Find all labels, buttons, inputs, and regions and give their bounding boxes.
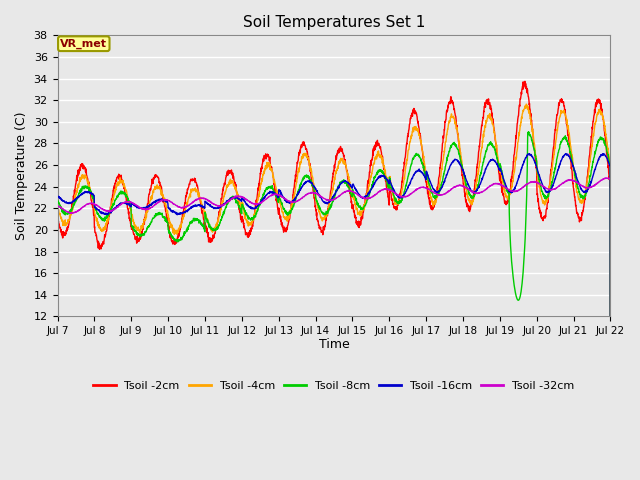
- Tsoil -32cm: [607, 176, 614, 182]
- Tsoil -8cm: [350, 191, 358, 196]
- Tsoil -32cm: [602, 175, 610, 181]
- Tsoil -8cm: [495, 161, 502, 167]
- Line: Tsoil -4cm: Tsoil -4cm: [58, 104, 611, 448]
- Line: Tsoil -32cm: Tsoil -32cm: [58, 178, 611, 213]
- Tsoil -32cm: [208, 200, 216, 206]
- Tsoil -32cm: [495, 181, 502, 187]
- Tsoil -8cm: [208, 226, 216, 231]
- Tsoil -32cm: [54, 203, 61, 209]
- Tsoil -8cm: [607, 443, 614, 449]
- Tsoil -4cm: [495, 158, 502, 164]
- Legend: Tsoil -2cm, Tsoil -4cm, Tsoil -8cm, Tsoil -16cm, Tsoil -32cm: Tsoil -2cm, Tsoil -4cm, Tsoil -8cm, Tsoi…: [89, 376, 579, 395]
- Line: Tsoil -8cm: Tsoil -8cm: [58, 132, 611, 446]
- Tsoil -2cm: [558, 99, 566, 105]
- Tsoil -8cm: [573, 181, 581, 187]
- Tsoil -16cm: [54, 193, 61, 199]
- Tsoil -8cm: [362, 201, 370, 207]
- Tsoil -16cm: [557, 157, 565, 163]
- Tsoil -2cm: [362, 196, 370, 202]
- Line: Tsoil -16cm: Tsoil -16cm: [58, 154, 611, 446]
- Tsoil -16cm: [607, 443, 614, 449]
- Tsoil -8cm: [558, 138, 566, 144]
- X-axis label: Time: Time: [319, 337, 349, 350]
- Title: Soil Temperatures Set 1: Soil Temperatures Set 1: [243, 15, 425, 30]
- Tsoil -4cm: [54, 202, 61, 208]
- Tsoil -32cm: [68, 210, 76, 216]
- Tsoil -4cm: [558, 109, 566, 115]
- Tsoil -16cm: [362, 193, 370, 199]
- Tsoil -16cm: [573, 176, 581, 182]
- Tsoil -4cm: [607, 445, 614, 451]
- Line: Tsoil -2cm: Tsoil -2cm: [58, 81, 611, 446]
- Tsoil -32cm: [350, 190, 358, 195]
- Tsoil -2cm: [350, 209, 358, 215]
- Tsoil -4cm: [362, 198, 370, 204]
- Tsoil -2cm: [495, 167, 502, 173]
- Tsoil -16cm: [208, 204, 216, 210]
- Tsoil -2cm: [521, 78, 529, 84]
- Tsoil -2cm: [607, 444, 614, 449]
- Tsoil -16cm: [495, 164, 502, 170]
- Tsoil -8cm: [525, 129, 532, 135]
- Tsoil -2cm: [573, 210, 581, 216]
- Tsoil -32cm: [558, 181, 566, 187]
- Tsoil -2cm: [54, 212, 61, 218]
- Tsoil -4cm: [350, 195, 358, 201]
- Tsoil -16cm: [562, 151, 570, 156]
- Y-axis label: Soil Temperature (C): Soil Temperature (C): [15, 112, 28, 240]
- Tsoil -32cm: [362, 195, 370, 201]
- Tsoil -4cm: [522, 101, 530, 107]
- Tsoil -4cm: [208, 227, 216, 233]
- Tsoil -8cm: [54, 198, 61, 204]
- Tsoil -2cm: [208, 237, 216, 243]
- Tsoil -16cm: [350, 183, 358, 189]
- Tsoil -32cm: [573, 180, 581, 185]
- Text: VR_met: VR_met: [60, 38, 108, 49]
- Tsoil -4cm: [573, 189, 581, 195]
